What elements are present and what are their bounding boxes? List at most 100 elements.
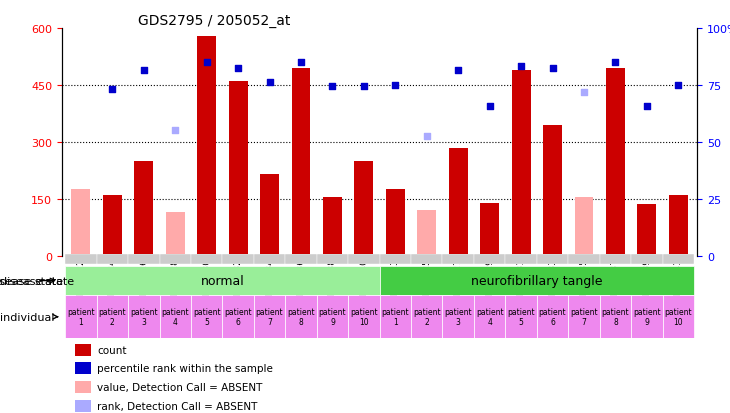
Point	[453, 67, 464, 74]
Bar	[575, 197, 593, 256]
Text: patient
10: patient 10	[664, 307, 692, 327]
Point	[232, 65, 244, 72]
Point	[201, 59, 212, 66]
Point	[264, 79, 275, 86]
Bar	[637, 205, 656, 256]
Text: value, Detection Call = ABSENT: value, Detection Call = ABSENT	[97, 382, 262, 392]
FancyBboxPatch shape	[568, 254, 599, 264]
Text: patient
4: patient 4	[161, 307, 189, 327]
Bar	[134, 161, 153, 256]
FancyBboxPatch shape	[254, 295, 285, 339]
FancyBboxPatch shape	[223, 254, 254, 264]
FancyBboxPatch shape	[631, 254, 663, 264]
FancyBboxPatch shape	[474, 295, 505, 339]
Point	[169, 128, 181, 134]
Bar	[606, 69, 625, 256]
FancyBboxPatch shape	[663, 254, 694, 264]
Text: patient
6: patient 6	[539, 307, 566, 327]
Point	[578, 90, 590, 97]
Text: count: count	[97, 345, 126, 355]
FancyBboxPatch shape	[599, 254, 631, 264]
FancyBboxPatch shape	[537, 254, 568, 264]
Bar	[323, 197, 342, 256]
Text: patient
8: patient 8	[602, 307, 629, 327]
Point	[390, 82, 402, 89]
Point	[358, 83, 369, 90]
FancyBboxPatch shape	[380, 266, 694, 295]
Text: patient
5: patient 5	[193, 307, 220, 327]
FancyBboxPatch shape	[254, 254, 285, 264]
FancyBboxPatch shape	[160, 295, 191, 339]
Text: patient
2: patient 2	[99, 307, 126, 327]
FancyBboxPatch shape	[191, 254, 223, 264]
Point	[421, 133, 433, 140]
Bar	[449, 148, 468, 256]
Point	[547, 65, 558, 72]
FancyBboxPatch shape	[568, 295, 599, 339]
Point	[138, 67, 150, 74]
Text: patient
9: patient 9	[318, 307, 346, 327]
FancyBboxPatch shape	[191, 295, 223, 339]
Text: individual: individual	[0, 312, 58, 322]
FancyBboxPatch shape	[317, 295, 348, 339]
FancyBboxPatch shape	[442, 295, 474, 339]
Text: neurofibrillary tangle: neurofibrillary tangle	[471, 274, 602, 287]
FancyBboxPatch shape	[65, 254, 96, 264]
FancyBboxPatch shape	[380, 295, 411, 339]
Bar	[418, 211, 437, 256]
Text: patient
6: patient 6	[224, 307, 252, 327]
Bar	[74, 381, 91, 393]
FancyBboxPatch shape	[160, 254, 191, 264]
Text: patient
10: patient 10	[350, 307, 377, 327]
Bar	[74, 344, 91, 356]
FancyBboxPatch shape	[223, 295, 254, 339]
Text: patient
1: patient 1	[67, 307, 95, 327]
Bar	[669, 195, 688, 256]
Text: patient
7: patient 7	[570, 307, 598, 327]
Point	[107, 86, 118, 93]
FancyBboxPatch shape	[285, 295, 317, 339]
Bar	[386, 190, 404, 256]
FancyBboxPatch shape	[96, 295, 128, 339]
Point	[515, 64, 527, 70]
FancyBboxPatch shape	[128, 254, 160, 264]
Text: rank, Detection Call = ABSENT: rank, Detection Call = ABSENT	[97, 401, 258, 411]
FancyBboxPatch shape	[348, 254, 380, 264]
Point	[326, 83, 338, 90]
Text: normal: normal	[201, 274, 245, 287]
Text: patient
3: patient 3	[130, 307, 158, 327]
Point	[641, 103, 653, 110]
FancyBboxPatch shape	[537, 295, 568, 339]
Text: patient
9: patient 9	[633, 307, 661, 327]
Text: patient
2: patient 2	[413, 307, 441, 327]
Text: GDS2795 / 205052_at: GDS2795 / 205052_at	[138, 14, 291, 28]
Bar	[74, 400, 91, 411]
FancyBboxPatch shape	[631, 295, 663, 339]
Text: patient
4: patient 4	[476, 307, 504, 327]
FancyBboxPatch shape	[348, 295, 380, 339]
Text: patient
8: patient 8	[287, 307, 315, 327]
Bar	[543, 126, 562, 256]
FancyBboxPatch shape	[128, 295, 160, 339]
FancyBboxPatch shape	[380, 254, 411, 264]
Text: patient
1: patient 1	[382, 307, 409, 327]
FancyBboxPatch shape	[96, 254, 128, 264]
FancyBboxPatch shape	[505, 254, 537, 264]
Point	[295, 59, 307, 66]
Bar	[228, 82, 247, 256]
Bar	[291, 69, 310, 256]
FancyBboxPatch shape	[65, 295, 96, 339]
Bar	[72, 190, 91, 256]
FancyBboxPatch shape	[285, 254, 317, 264]
Bar	[166, 213, 185, 256]
FancyBboxPatch shape	[505, 295, 537, 339]
Point	[484, 103, 496, 110]
FancyBboxPatch shape	[317, 254, 348, 264]
FancyBboxPatch shape	[411, 295, 442, 339]
FancyBboxPatch shape	[599, 295, 631, 339]
Bar	[74, 363, 91, 374]
Bar	[260, 175, 279, 256]
FancyBboxPatch shape	[65, 266, 380, 295]
Text: percentile rank within the sample: percentile rank within the sample	[97, 363, 273, 373]
FancyBboxPatch shape	[663, 295, 694, 339]
